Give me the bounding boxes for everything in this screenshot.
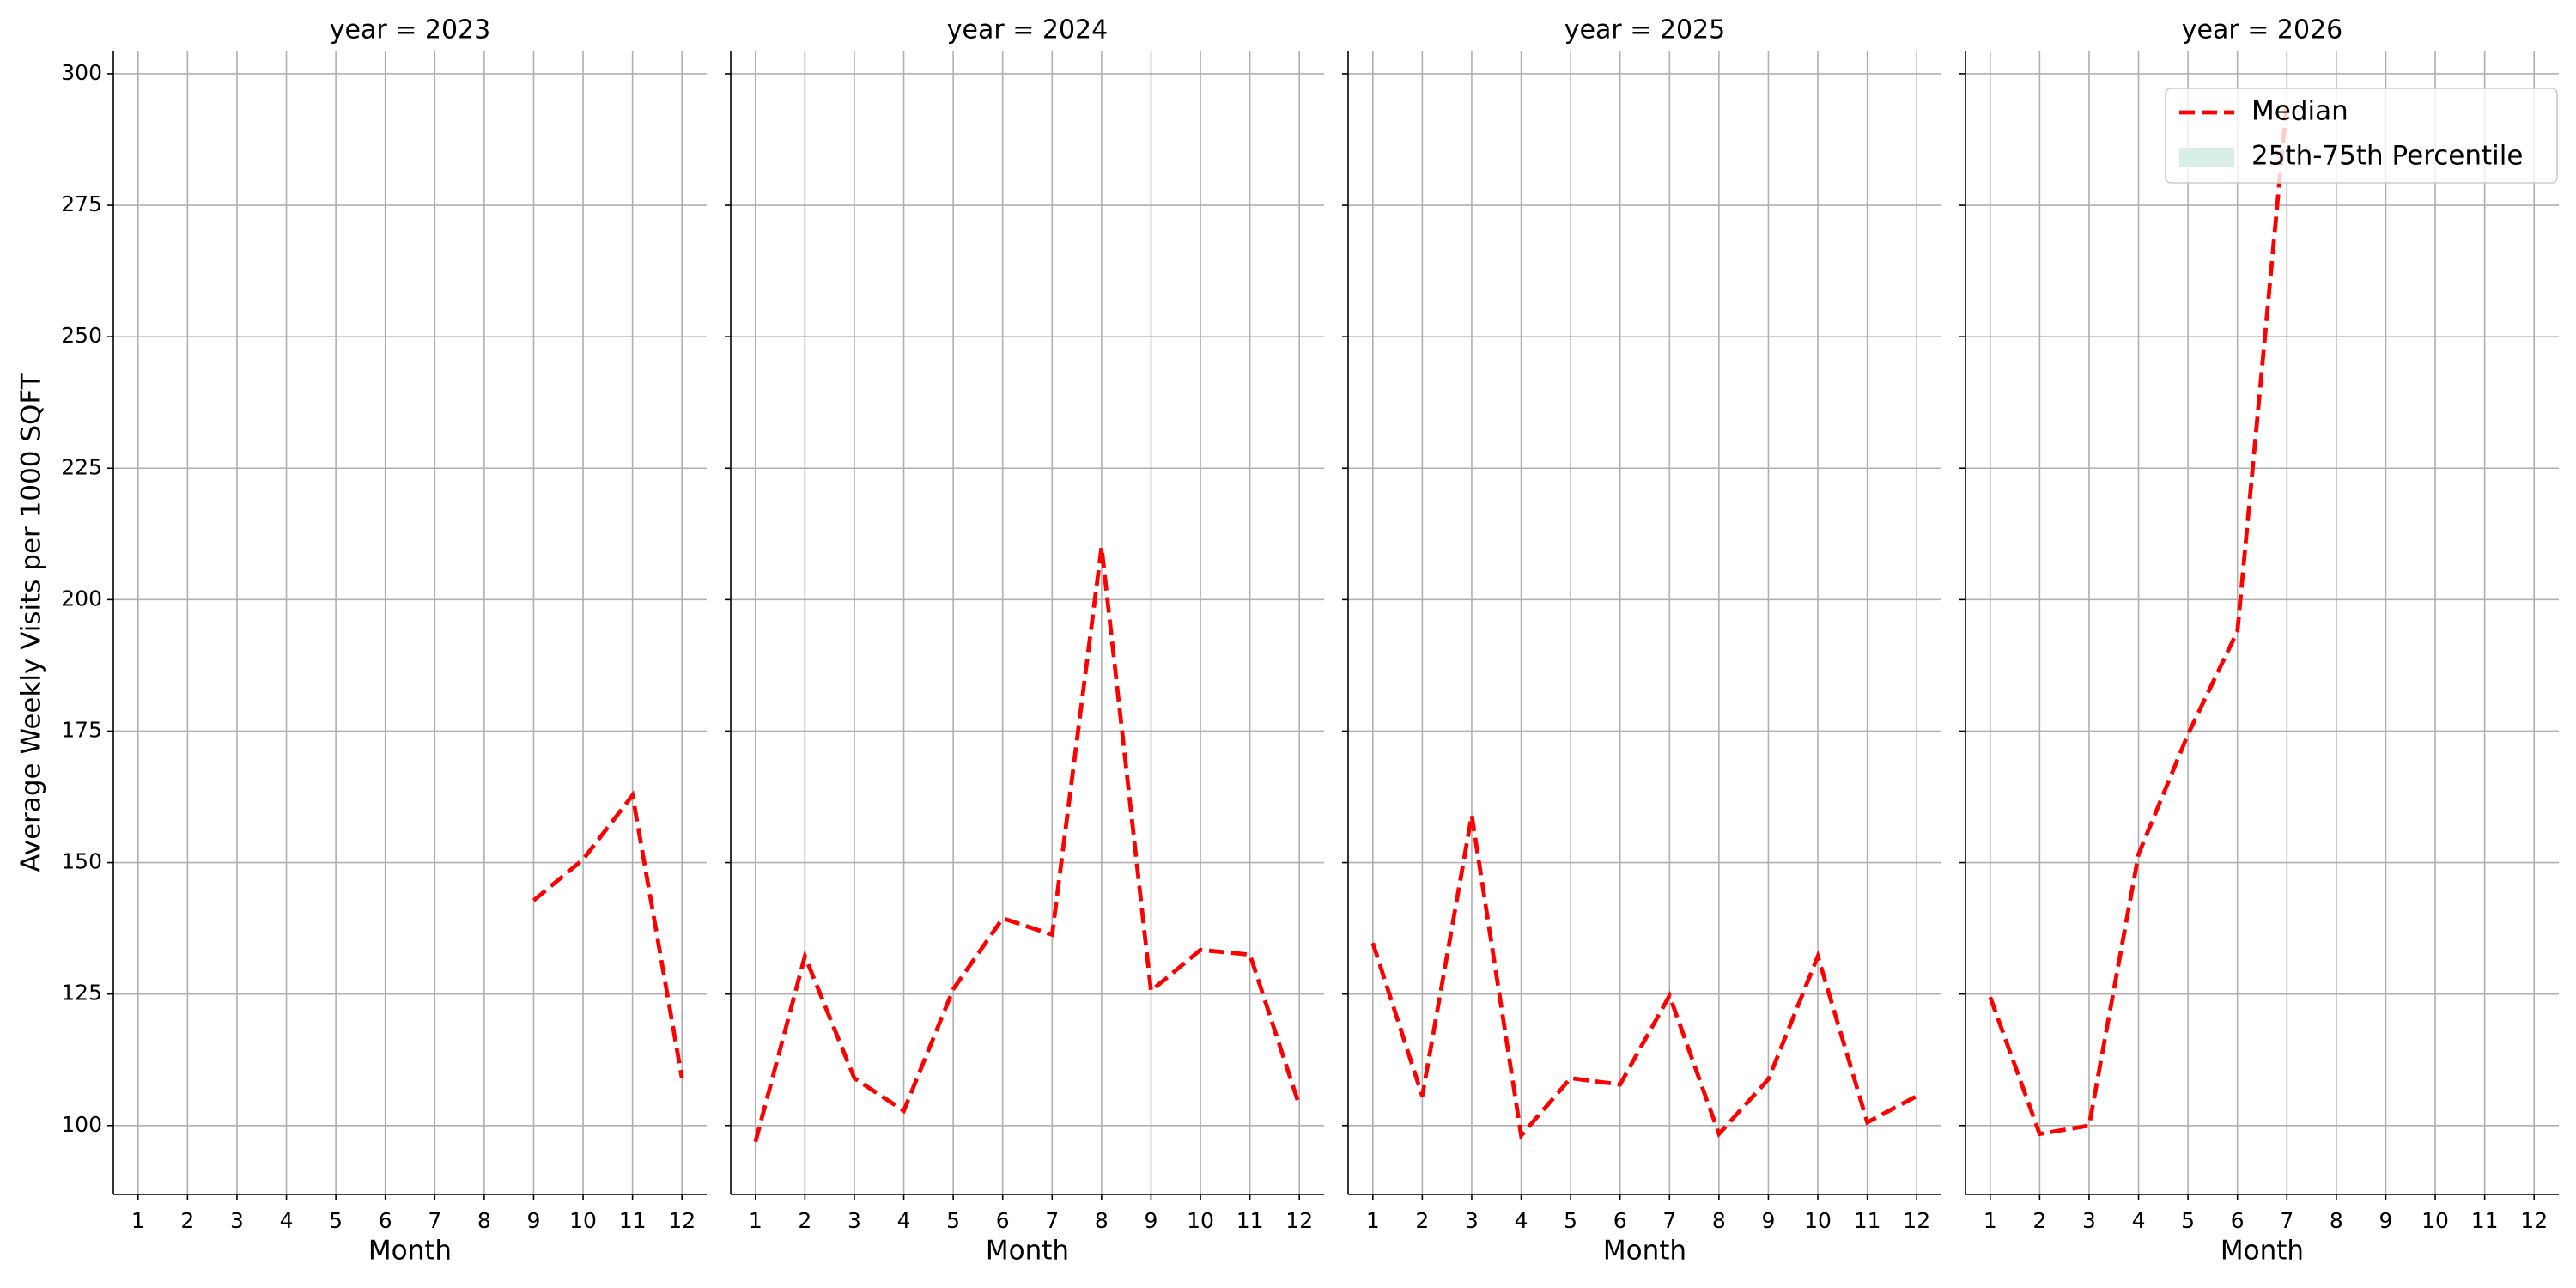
x-tick-label: 9 xyxy=(2379,1208,2393,1233)
x-tick-label: 5 xyxy=(946,1208,960,1233)
y-tick-label: 100 xyxy=(61,1112,102,1137)
x-tick-label: 7 xyxy=(2280,1208,2293,1233)
x-tick-label: 11 xyxy=(1236,1208,1264,1233)
median-line xyxy=(1370,815,1918,1140)
x-tick-label: 8 xyxy=(1095,1208,1109,1233)
x-tick-label: 3 xyxy=(230,1208,244,1233)
y-tick-label: 175 xyxy=(61,717,102,742)
x-tick-label: 12 xyxy=(1903,1208,1930,1233)
median-line xyxy=(532,790,684,1079)
x-tick-label: 1 xyxy=(749,1208,762,1233)
x-tick-label: 2 xyxy=(180,1208,194,1233)
x-tick-label: 5 xyxy=(1564,1208,1577,1233)
x-axis-label: Month xyxy=(368,1236,452,1267)
legend-label: 25th-75th Percentile xyxy=(2251,141,2523,172)
x-tick-label: 2 xyxy=(798,1208,811,1233)
x-tick-label: 5 xyxy=(329,1208,343,1233)
x-tick-label: 4 xyxy=(1515,1208,1528,1233)
legend-box xyxy=(2165,88,2558,184)
panel-title: year = 2025 xyxy=(1564,15,1726,46)
x-tick-label: 12 xyxy=(1285,1208,1313,1233)
x-tick-label: 1 xyxy=(1984,1208,1997,1233)
x-tick-label: 11 xyxy=(619,1208,647,1233)
x-tick-label: 6 xyxy=(379,1208,392,1233)
x-tick-label: 10 xyxy=(2421,1208,2449,1233)
x-tick-label: 1 xyxy=(131,1208,145,1233)
x-tick-label: 6 xyxy=(1613,1208,1627,1233)
x-tick-label: 4 xyxy=(2132,1208,2146,1233)
x-tick-label: 6 xyxy=(996,1208,1010,1233)
legend: Median 25th-75th Percentile xyxy=(2165,88,2558,184)
x-tick-label: 12 xyxy=(2520,1208,2548,1233)
y-tick-label: 150 xyxy=(61,849,102,874)
x-tick-label: 10 xyxy=(569,1208,597,1233)
legend-label: Median xyxy=(2251,96,2348,127)
x-tick-label: 6 xyxy=(2231,1208,2245,1233)
x-axis-label: Month xyxy=(1603,1236,1686,1267)
x-tick-label: 7 xyxy=(1662,1208,1676,1233)
panel-title: year = 2023 xyxy=(330,15,491,46)
x-tick-label: 9 xyxy=(527,1208,541,1233)
x-tick-label: 4 xyxy=(897,1208,911,1233)
x-tick-label: 4 xyxy=(280,1208,294,1233)
panel-title: year = 2024 xyxy=(947,15,1109,46)
x-tick-label: 9 xyxy=(1762,1208,1776,1233)
y-tick-label: 250 xyxy=(61,323,102,348)
x-tick-label: 9 xyxy=(1145,1208,1158,1233)
x-tick-label: 11 xyxy=(2471,1208,2499,1233)
x-axis-label: Month xyxy=(2221,1236,2304,1267)
x-tick-label: 10 xyxy=(1187,1208,1214,1233)
x-tick-label: 10 xyxy=(1804,1208,1832,1233)
x-tick-label: 3 xyxy=(2082,1208,2096,1233)
y-tick-label: 200 xyxy=(61,586,102,611)
x-tick-label: 2 xyxy=(1415,1208,1429,1233)
x-tick-label: 3 xyxy=(1465,1208,1479,1233)
x-tick-label: 7 xyxy=(1045,1208,1059,1233)
median-line xyxy=(753,546,1302,1143)
panel-title: year = 2026 xyxy=(2182,15,2343,46)
y-axis-label: Average Weekly Visits per 1000 SQFT xyxy=(16,372,47,872)
x-tick-label: 5 xyxy=(2181,1208,2195,1233)
legend-swatch xyxy=(2179,148,2234,167)
x-tick-label: 1 xyxy=(1366,1208,1380,1233)
y-tick-label: 300 xyxy=(61,60,102,85)
x-tick-label: 3 xyxy=(848,1208,861,1233)
median-line xyxy=(1988,101,2289,1137)
y-tick-label: 275 xyxy=(61,191,102,216)
x-tick-label: 8 xyxy=(477,1208,491,1233)
x-tick-label: 12 xyxy=(668,1208,696,1233)
y-tick-label: 225 xyxy=(61,454,102,479)
x-tick-label: 11 xyxy=(1854,1208,1881,1233)
x-tick-label: 7 xyxy=(428,1208,441,1233)
x-tick-label: 8 xyxy=(1712,1208,1726,1233)
y-tick-label: 125 xyxy=(61,981,102,1005)
x-tick-label: 8 xyxy=(2330,1208,2343,1233)
x-axis-label: Month xyxy=(986,1236,1069,1267)
x-tick-label: 2 xyxy=(2032,1208,2046,1233)
